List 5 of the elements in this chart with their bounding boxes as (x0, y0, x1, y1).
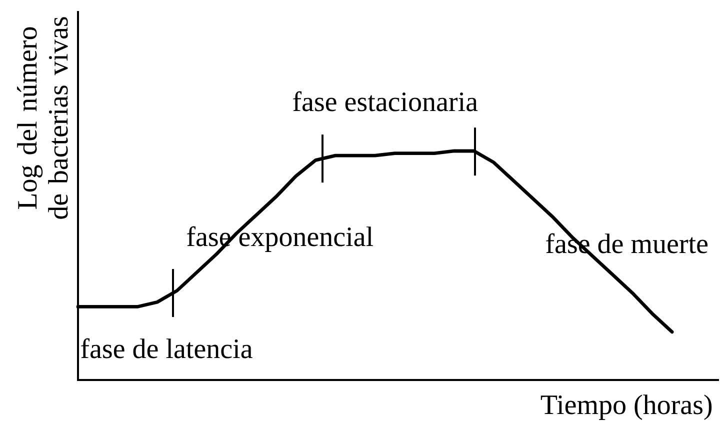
annotation: fase de latencia (81, 338, 252, 358)
y-axis-title: Log del número de bacterias vivas (17, 17, 68, 219)
annotation: fase exponencial (187, 226, 374, 252)
x-axis-title: Tiempo (horas) (540, 394, 712, 420)
text: fase estacionaria (293, 91, 478, 112)
